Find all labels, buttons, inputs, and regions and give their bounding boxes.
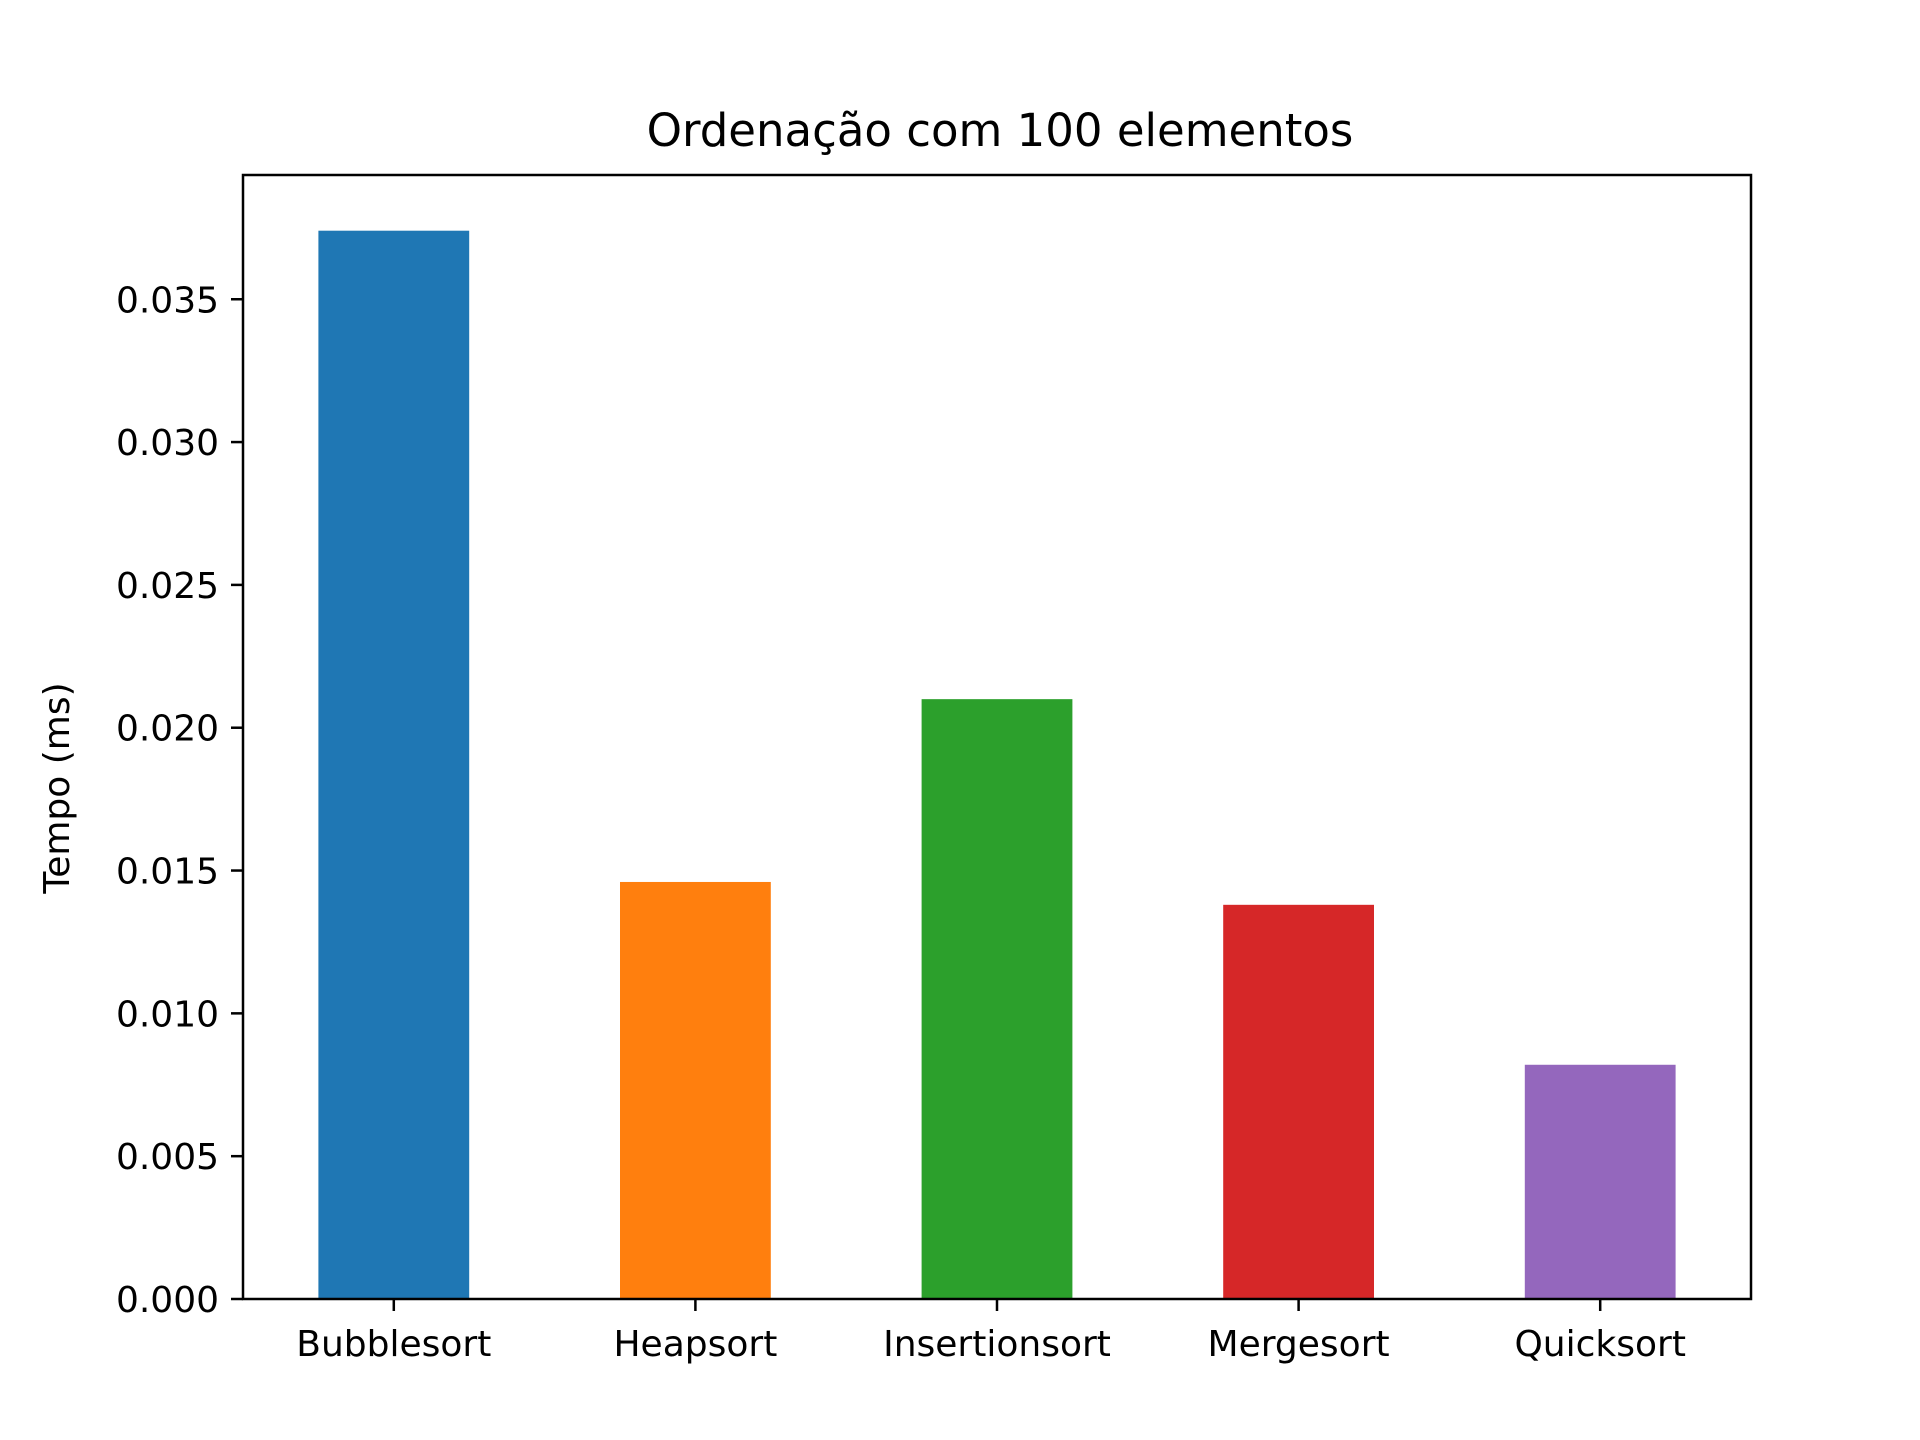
y-tick-label: 0.000 [116, 1280, 219, 1321]
y-axis-ticks: 0.000 0.005 0.010 0.015 0.020 0.025 0.030 0.035 [116, 280, 243, 1321]
y-tick-label: 0.015 [116, 852, 219, 893]
bar-mergesort [1223, 904, 1374, 1299]
y-tick-label: 0.025 [116, 566, 219, 607]
x-tick-label: Bubblesort [296, 1324, 491, 1365]
y-tick-label: 0.020 [116, 709, 219, 750]
bar-insertionsort [921, 699, 1073, 1299]
bars-group [318, 230, 1676, 1299]
y-tick-label: 0.035 [116, 280, 219, 321]
bar-heapsort [620, 881, 771, 1299]
x-tick-label: Insertionsort [883, 1324, 1111, 1365]
y-tick-label: 0.010 [116, 994, 219, 1035]
x-axis-ticks: Bubblesort Heapsort Insertionsort Mergesort… [296, 1299, 1686, 1365]
y-axis-label: Tempo (ms) [37, 682, 78, 894]
plot-area-frame [241, 173, 1753, 1301]
chart-title: Ordenação com 100 elementos [647, 104, 1354, 157]
x-tick-label: Mergesort [1208, 1324, 1390, 1365]
bar-quicksort [1524, 1064, 1676, 1299]
y-tick-label: 0.005 [116, 1137, 219, 1178]
x-tick-label: Quicksort [1514, 1324, 1686, 1365]
bar-bubblesort [318, 230, 470, 1299]
y-tick-label: 0.030 [116, 423, 219, 464]
x-tick-label: Heapsort [613, 1324, 777, 1365]
